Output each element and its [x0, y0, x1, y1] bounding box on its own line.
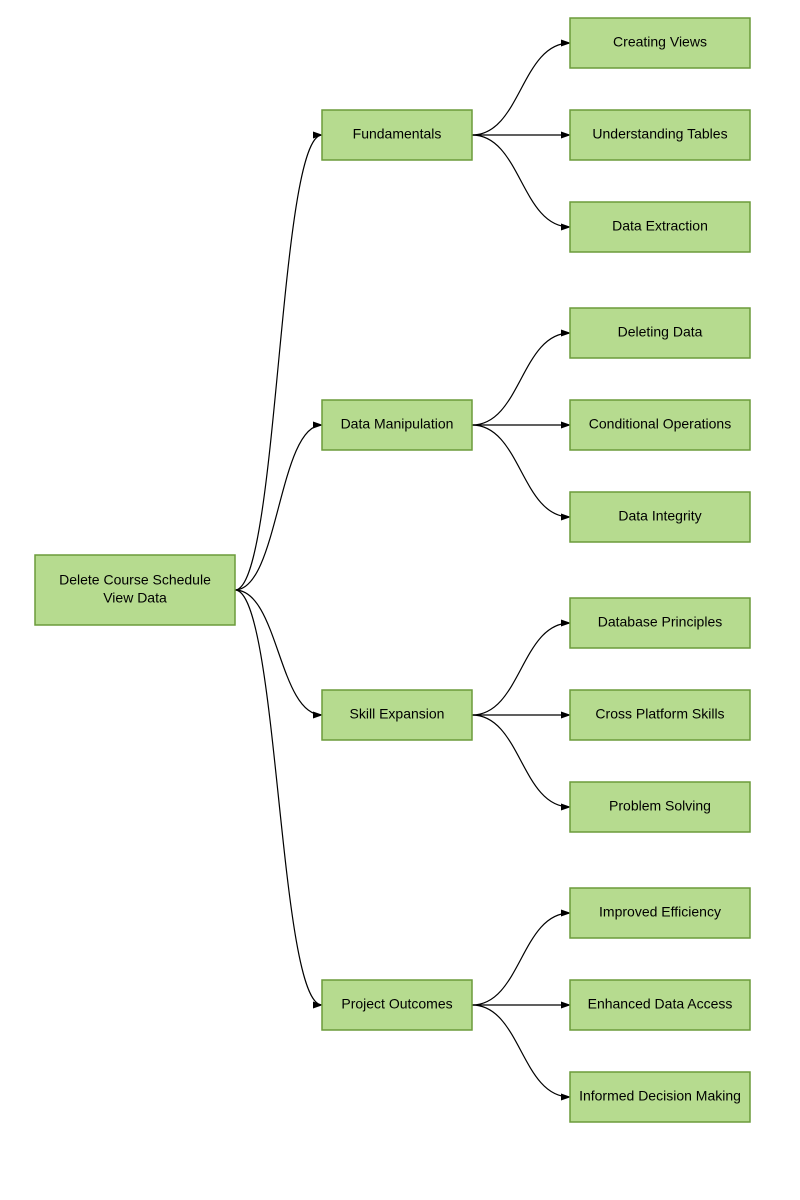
node-n8: Cross Platform Skills [570, 690, 750, 740]
node-label: Informed Decision Making [579, 1088, 741, 1104]
edge [472, 1005, 570, 1097]
node-n9: Problem Solving [570, 782, 750, 832]
node-label: Creating Views [613, 34, 707, 50]
node-label: Deleting Data [618, 324, 703, 340]
node-n10: Improved Efficiency [570, 888, 750, 938]
node-label: Project Outcomes [341, 996, 452, 1012]
node-n3: Data Extraction [570, 202, 750, 252]
node-label: Understanding Tables [592, 126, 727, 142]
node-label: Improved Efficiency [599, 904, 721, 920]
node-n7: Database Principles [570, 598, 750, 648]
edge [472, 135, 570, 227]
node-label: Conditional Operations [589, 416, 731, 432]
node-label: Skill Expansion [350, 706, 445, 722]
node-label: Delete Course Schedule [59, 572, 211, 588]
node-label: Enhanced Data Access [588, 996, 733, 1012]
edge [235, 135, 322, 590]
node-n11: Enhanced Data Access [570, 980, 750, 1030]
edge [472, 333, 570, 425]
node-datamanip: Data Manipulation [322, 400, 472, 450]
node-skillexp: Skill Expansion [322, 690, 472, 740]
node-root: Delete Course Schedule View Data [35, 555, 235, 625]
node-label: Database Principles [598, 614, 723, 630]
node-label: Data Manipulation [341, 416, 454, 432]
node-label: Data Integrity [618, 508, 701, 524]
node-n6: Data Integrity [570, 492, 750, 542]
node-label: Data Extraction [612, 218, 708, 234]
edge [235, 590, 322, 715]
node-label: Cross Platform Skills [595, 706, 724, 722]
node-n12: Informed Decision Making [570, 1072, 750, 1122]
node-n5: Conditional Operations [570, 400, 750, 450]
node-n1: Creating Views [570, 18, 750, 68]
edge [472, 715, 570, 807]
node-label: Problem Solving [609, 798, 711, 814]
edges-layer [235, 43, 570, 1097]
edge [472, 425, 570, 517]
node-label: View Data [103, 590, 167, 606]
nodes-layer: Delete Course Schedule View Data Fundament… [35, 18, 750, 1122]
edge [235, 425, 322, 590]
node-projout: Project Outcomes [322, 980, 472, 1030]
edge [472, 913, 570, 1005]
edge [472, 43, 570, 135]
node-n4: Deleting Data [570, 308, 750, 358]
node-n2: Understanding Tables [570, 110, 750, 160]
node-fundamentals: Fundamentals [322, 110, 472, 160]
edge [472, 623, 570, 715]
tree-diagram: Delete Course Schedule View Data Fundament… [0, 0, 800, 1200]
node-label: Fundamentals [353, 126, 442, 142]
